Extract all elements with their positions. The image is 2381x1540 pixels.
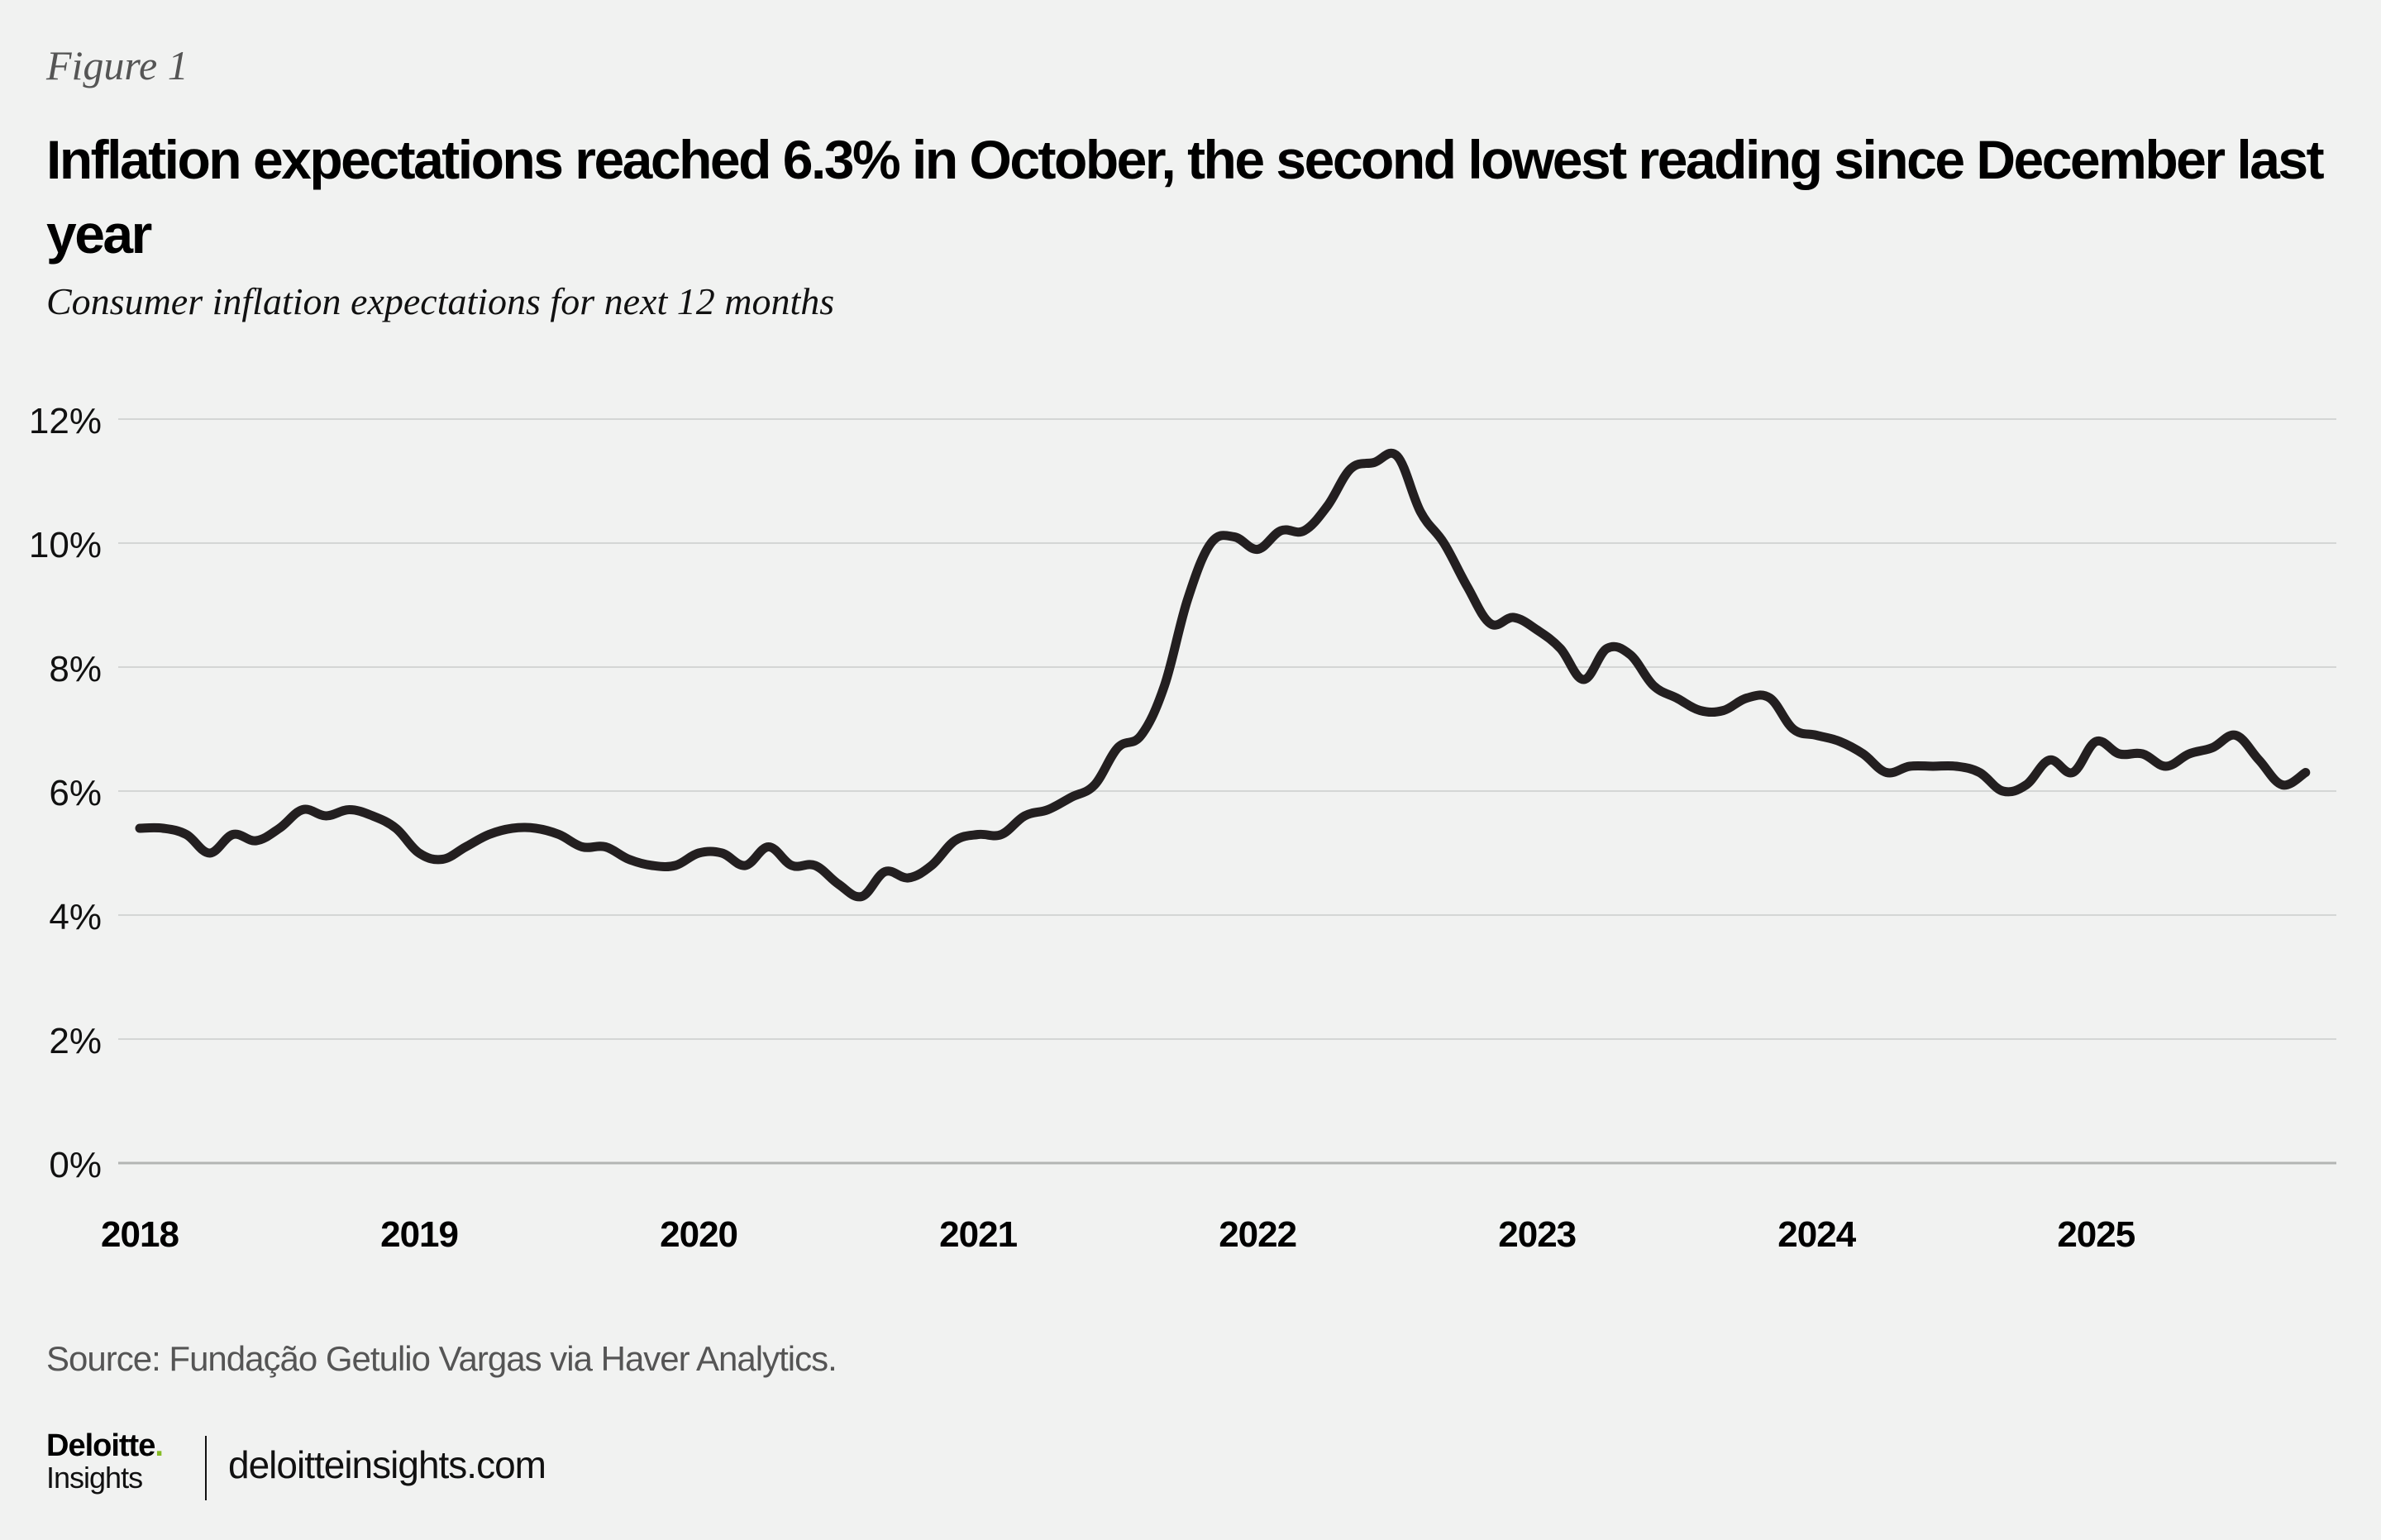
x-tick-label: 2018 — [101, 1214, 179, 1255]
figure-label: Figure 1 — [46, 42, 188, 88]
x-tick-label: 2022 — [1219, 1214, 1296, 1255]
logo-name: Deloitte — [46, 1428, 155, 1463]
logo-wordmark: Deloitte. — [46, 1428, 164, 1463]
y-tick-label: 8% — [49, 649, 102, 689]
y-tick-label: 0% — [49, 1145, 102, 1185]
site-url-link[interactable]: deloitteinsights.com — [228, 1443, 546, 1486]
x-tick-label: 2021 — [939, 1214, 1017, 1255]
logo-green-dot: . — [155, 1428, 164, 1463]
y-tick-label: 10% — [29, 525, 102, 565]
y-tick-label: 12% — [29, 401, 102, 441]
x-axis-ticks: 2018 2019 2020 2021 2022 2023 2024 2025 — [101, 1214, 2136, 1255]
logo-subtext: Insights — [46, 1461, 143, 1495]
x-tick-label: 2024 — [1777, 1214, 1856, 1255]
y-axis-ticks: 0% 2% 4% 6% 8% 10% 12% — [29, 401, 102, 1185]
x-tick-label: 2023 — [1498, 1214, 1576, 1255]
chart-title: Inflation expectations reached 6.3% in O… — [46, 129, 2325, 265]
x-tick-label: 2025 — [2057, 1214, 2135, 1255]
logo-divider — [205, 1436, 207, 1500]
y-tick-label: 2% — [49, 1021, 102, 1061]
source-note: Source: Fundação Getulio Vargas via Have… — [46, 1339, 837, 1378]
x-tick-label: 2020 — [660, 1214, 737, 1255]
chart-subtitle: Consumer inflation expectations for next… — [46, 280, 835, 322]
series-line-inflation-expectations — [135, 448, 2311, 902]
y-tick-label: 4% — [49, 897, 102, 937]
x-tick-label: 2019 — [380, 1214, 458, 1255]
y-tick-label: 6% — [49, 773, 102, 813]
deloitte-insights-logo: Deloitte. Insights — [46, 1428, 164, 1495]
gridlines — [118, 418, 2336, 1040]
